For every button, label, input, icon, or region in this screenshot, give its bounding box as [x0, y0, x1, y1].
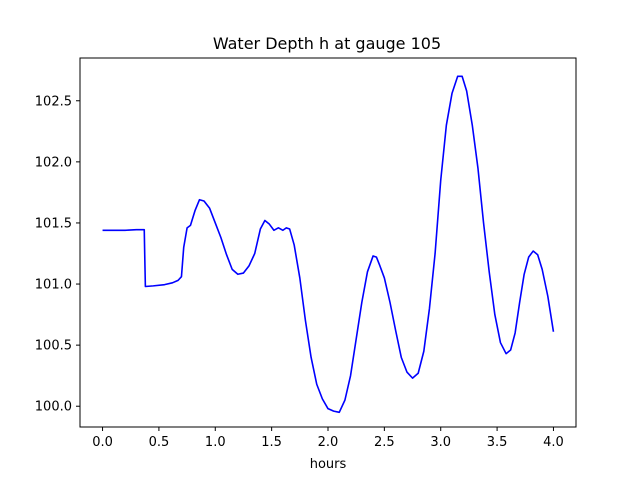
y-tick-label: 101.0: [35, 278, 72, 293]
x-tick-label: 1.5: [261, 435, 282, 450]
plot-frame: [79, 57, 577, 428]
y-tick-label: 102.5: [35, 94, 72, 109]
x-axis: 0.0 0.5 1.0 1.5 2.0 2.5 3.0 3.5 4.0: [92, 427, 564, 450]
x-tick-label: 0.5: [149, 435, 170, 450]
x-tick-label: 0.0: [92, 435, 113, 450]
y-tick-label: 102.0: [35, 155, 72, 170]
y-axis: 100.0 100.5 101.0 101.5 102.0 102.5: [35, 94, 80, 415]
y-tick-label: 100.0: [35, 400, 72, 415]
x-tick-label: 3.0: [430, 435, 451, 450]
x-axis-label: hours: [310, 457, 347, 472]
chart-title: Water Depth h at gauge 105: [213, 34, 441, 53]
series-line-0: [102, 75, 555, 414]
y-tick-label: 100.5: [35, 339, 72, 354]
x-tick-label: 1.0: [205, 435, 226, 450]
x-tick-label: 2.5: [374, 435, 395, 450]
x-tick-label: 4.0: [543, 435, 564, 450]
x-tick-label: 2.0: [318, 435, 339, 450]
y-tick-label: 101.5: [35, 216, 72, 231]
x-tick-label: 3.5: [487, 435, 508, 450]
